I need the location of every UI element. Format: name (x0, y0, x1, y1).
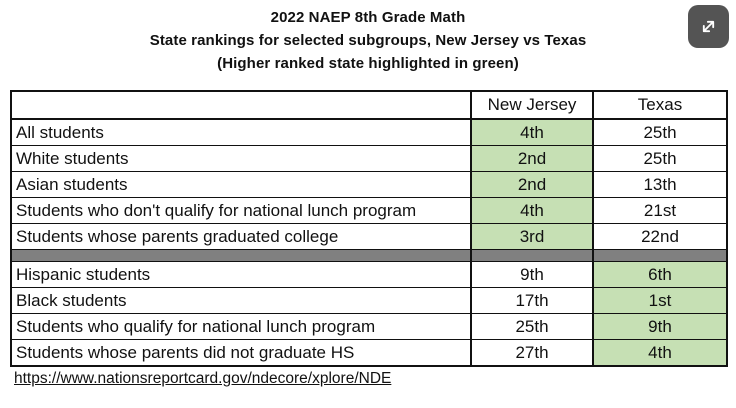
row-label: Students who qualify for national lunch … (10, 313, 472, 340)
separator-cell (470, 249, 594, 262)
texas-rank-cell: 9th (592, 313, 728, 340)
table-row: Students whose parents graduated college… (10, 223, 728, 250)
row-label: Black students (10, 287, 472, 314)
row-label: White students (10, 145, 472, 172)
new-jersey-rank-cell: 25th (470, 313, 594, 340)
page-note: (Higher ranked state highlighted in gree… (217, 55, 519, 72)
table-body: All students 4th 25th White students 2nd 25th… (10, 118, 728, 367)
table-row: Students who don't qualify for national … (10, 197, 728, 224)
new-jersey-rank-cell: 17th (470, 287, 594, 314)
page-subtitle: State rankings for selected subgroups, N… (149, 32, 587, 49)
expand-button[interactable] (688, 5, 729, 48)
rankings-table: New Jersey Texas All students 4th 25th Whit… (10, 90, 728, 367)
row-label: Hispanic students (10, 261, 472, 288)
texas-rank-cell: 25th (592, 118, 728, 146)
separator-row (10, 249, 728, 262)
table-row: Students whose parents did not graduate … (10, 339, 728, 367)
row-label: Asian students (10, 171, 472, 198)
texas-rank-cell: 4th (592, 339, 728, 367)
table-row: White students 2nd 25th (10, 145, 728, 172)
texas-rank-cell: 6th (592, 261, 728, 288)
new-jersey-rank-cell: 9th (470, 261, 594, 288)
texas-rank-cell: 13th (592, 171, 728, 198)
header-subgroup (10, 90, 472, 120)
page-title: 2022 NAEP 8th Grade Math (270, 9, 466, 26)
table-row: Black students 17th 1st (10, 287, 728, 314)
table-row: Hispanic students 9th 6th (10, 261, 728, 288)
row-label: Students who don't qualify for national … (10, 197, 472, 224)
source-link[interactable]: https://www.nationsreportcard.gov/ndecor… (14, 370, 392, 387)
separator-cell (592, 249, 728, 262)
texas-rank-cell: 25th (592, 145, 728, 172)
texas-rank-cell: 22nd (592, 223, 728, 250)
header-new-jersey: New Jersey (470, 90, 594, 120)
table-row: All students 4th 25th (10, 118, 728, 146)
table-row: Students who qualify for national lunch … (10, 313, 728, 340)
new-jersey-rank-cell: 4th (470, 197, 594, 224)
texas-rank-cell: 1st (592, 287, 728, 314)
header-row: New Jersey Texas (10, 90, 728, 120)
row-label: All students (10, 118, 472, 146)
row-label: Students whose parents did not graduate … (10, 339, 472, 367)
new-jersey-rank-cell: 2nd (470, 145, 594, 172)
header-texas: Texas (592, 90, 728, 120)
new-jersey-rank-cell: 27th (470, 339, 594, 367)
title-block: 2022 NAEP 8th Grade Math State rankings … (0, 0, 736, 75)
new-jersey-rank-cell: 3rd (470, 223, 594, 250)
new-jersey-rank-cell: 4th (470, 118, 594, 146)
row-label: Students whose parents graduated college (10, 223, 472, 250)
texas-rank-cell: 21st (592, 197, 728, 224)
separator-cell (10, 249, 472, 262)
new-jersey-rank-cell: 2nd (470, 171, 594, 198)
expand-diagonal-arrows-icon (702, 20, 715, 33)
table-row: Asian students 2nd 13th (10, 171, 728, 198)
